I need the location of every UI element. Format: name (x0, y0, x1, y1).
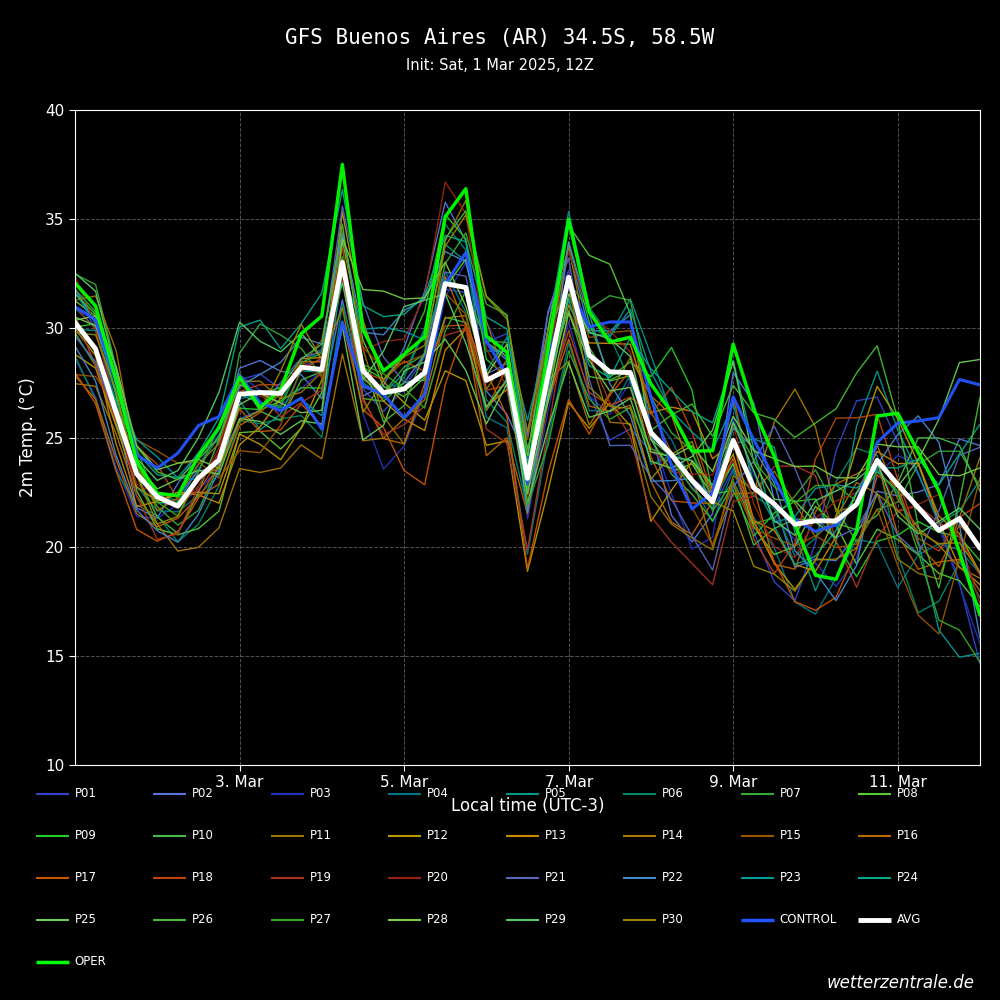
Text: AVG: AVG (897, 913, 922, 926)
Text: CONTROL: CONTROL (780, 913, 837, 926)
Text: P02: P02 (192, 787, 214, 800)
Y-axis label: 2m Temp. (°C): 2m Temp. (°C) (19, 378, 37, 497)
Text: P23: P23 (780, 871, 802, 884)
Text: P20: P20 (427, 871, 449, 884)
Text: P16: P16 (897, 829, 919, 842)
Text: P14: P14 (662, 829, 684, 842)
Text: P24: P24 (897, 871, 919, 884)
Text: P13: P13 (545, 829, 567, 842)
Text: P26: P26 (192, 913, 214, 926)
Text: P21: P21 (545, 871, 567, 884)
Text: P22: P22 (662, 871, 684, 884)
Text: Init: Sat, 1 Mar 2025, 12Z: Init: Sat, 1 Mar 2025, 12Z (406, 58, 594, 73)
Text: P30: P30 (662, 913, 684, 926)
Text: P10: P10 (192, 829, 214, 842)
Text: wetterzentrale.de: wetterzentrale.de (827, 974, 975, 992)
Text: P19: P19 (310, 871, 332, 884)
Text: P03: P03 (310, 787, 331, 800)
Text: P06: P06 (662, 787, 684, 800)
Text: P07: P07 (780, 787, 802, 800)
Text: P17: P17 (75, 871, 97, 884)
Text: P01: P01 (75, 787, 97, 800)
Text: P12: P12 (427, 829, 449, 842)
Text: P08: P08 (897, 787, 919, 800)
Text: P29: P29 (545, 913, 567, 926)
Text: P27: P27 (310, 913, 332, 926)
Text: P11: P11 (310, 829, 332, 842)
Text: P05: P05 (545, 787, 566, 800)
Text: P18: P18 (192, 871, 214, 884)
Text: P09: P09 (75, 829, 97, 842)
Text: P28: P28 (427, 913, 449, 926)
X-axis label: Local time (UTC-3): Local time (UTC-3) (451, 797, 604, 815)
Text: GFS Buenos Aires (AR) 34.5S, 58.5W: GFS Buenos Aires (AR) 34.5S, 58.5W (285, 28, 715, 48)
Text: P25: P25 (75, 913, 97, 926)
Text: P15: P15 (780, 829, 802, 842)
Text: OPER: OPER (75, 955, 106, 968)
Text: P04: P04 (427, 787, 449, 800)
